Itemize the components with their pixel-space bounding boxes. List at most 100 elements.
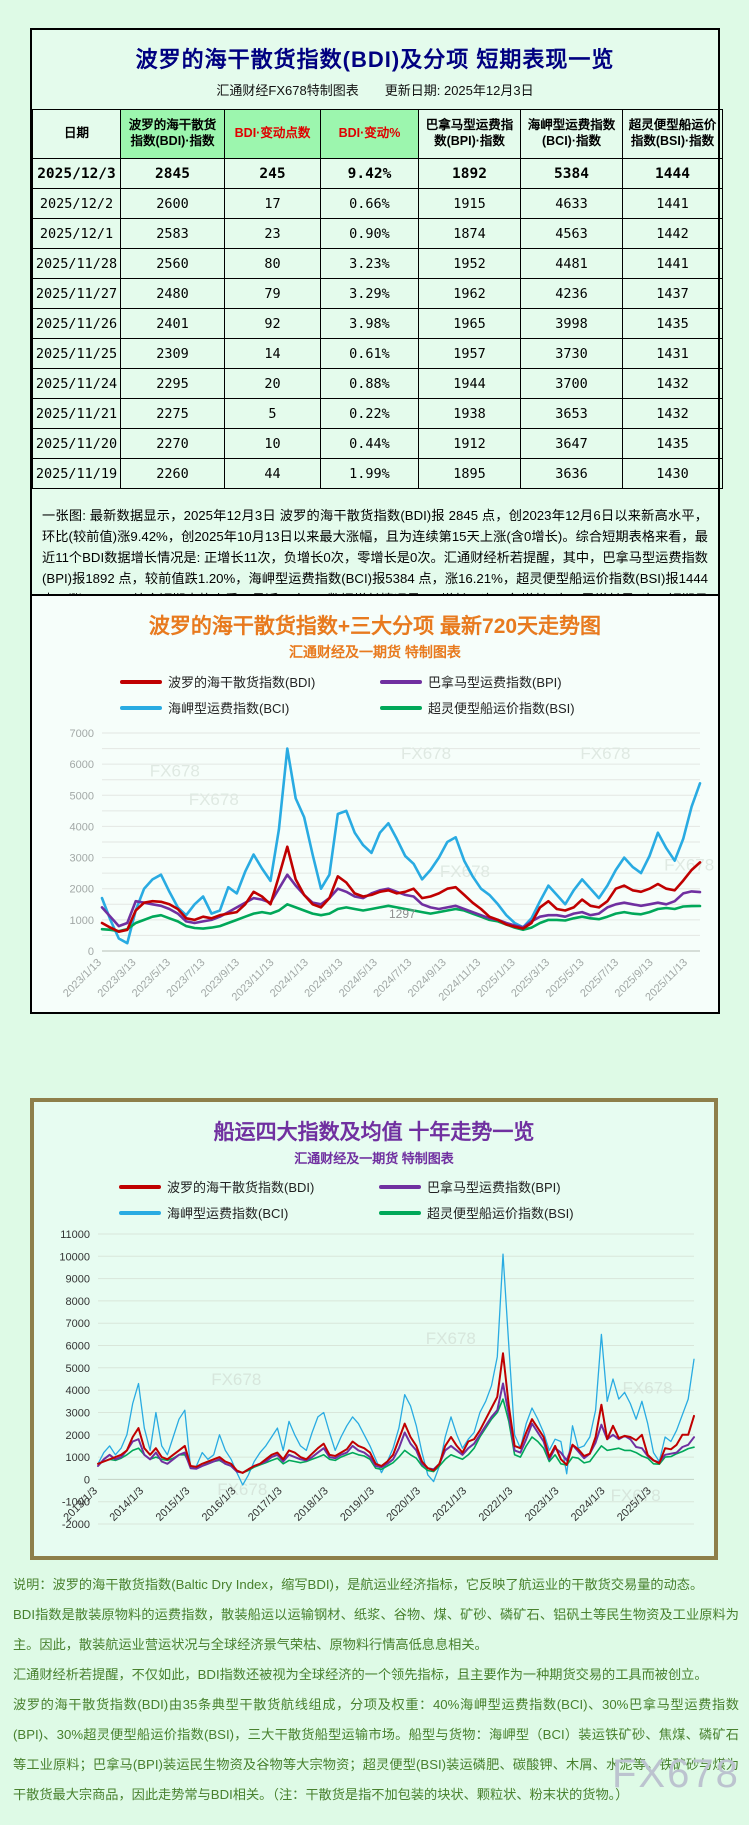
legend-line-swatch [379, 1184, 421, 1189]
legend-line-swatch [380, 705, 422, 710]
y-axis-tick-label: -1000 [62, 1497, 90, 1509]
chart-720d-subtitle: 汇通财经及一期货 特制图表 [289, 644, 461, 660]
legend-line-swatch [119, 1210, 161, 1215]
legend-label: 超灵便型船运价指数(BSI) [428, 701, 575, 716]
legend-label: 巴拿马型运费指数(BPI) [428, 675, 562, 690]
chart-watermark: FX678 [150, 762, 200, 781]
table-cell: 2600 [120, 188, 225, 219]
table-cell: 1944 [418, 368, 521, 399]
table-cell: 1957 [418, 338, 521, 369]
table-row: 2025/11/24 2295 20 0.88% 1944 3700 1432 [32, 368, 723, 399]
legend-item: 巴拿马型运费指数(BPI) [379, 1177, 629, 1196]
table-cell: 3.23% [320, 248, 419, 279]
legend-line-swatch [380, 679, 422, 684]
table-cell: 2025/12/2 [32, 188, 121, 219]
table-cell: 4481 [520, 248, 623, 279]
x-axis-tick-label: 2018/1/3 [292, 1485, 331, 1524]
table-cell: 4633 [520, 188, 623, 219]
table-cell: 1441 [622, 248, 723, 279]
bdi-description: 说明：波罗的海干散货指数(Baltic Dry Index，缩写BDI)，是航运… [13, 1570, 739, 1810]
table-cell: 14 [224, 338, 321, 369]
table-cell: 2260 [120, 458, 225, 489]
table-cell: 3730 [520, 338, 623, 369]
legend-line-swatch [119, 1184, 161, 1189]
table-cell: 1895 [418, 458, 521, 489]
table-cell: 3.98% [320, 308, 419, 339]
chart-watermark: FX678 [211, 1370, 261, 1389]
x-axis-tick-label: 2022/1/3 [477, 1485, 516, 1524]
y-axis-tick-label: 7000 [70, 728, 94, 740]
series-line [100, 845, 702, 933]
table-cell: 0.90% [320, 218, 419, 249]
table-cell: 1437 [622, 278, 723, 309]
y-axis-tick-label: -2000 [62, 1519, 90, 1531]
column-header: 波罗的海干散货指数(BDI)·指数 [120, 109, 225, 159]
legend-item: 超灵便型船运价指数(BSI) [379, 1203, 629, 1222]
table-subtitle-source: 汇通财经FX678特制图表 [216, 83, 359, 98]
table-cell: 23 [224, 218, 321, 249]
table-row: 2025/11/20 2270 10 0.44% 1912 3647 1435 [32, 428, 723, 459]
table-cell: 2025/11/21 [32, 398, 121, 429]
chart-10y-legend: 波罗的海干散货指数(BDI) 巴拿马型运费指数(BPI) 海岬型运费指数(BCI) 超… [34, 1177, 714, 1222]
column-header: 超灵便型船运价指数(BSI)·指数 [622, 109, 723, 159]
table-cell: 2845 [120, 158, 225, 189]
table-cell: 0.61% [320, 338, 419, 369]
description-paragraph: 说明：波罗的海干散货指数(Baltic Dry Index，缩写BDI)，是航运… [13, 1577, 704, 1592]
chart-watermark: FX678 [611, 1486, 661, 1505]
series-line [97, 1382, 695, 1474]
bdi-short-term-table: 日期 波罗的海干散货指数(BDI)·指数 BDI·变动点数 BDI·变动% 巴拿马型运费… [32, 109, 723, 489]
y-axis-tick-label: 6000 [66, 1341, 90, 1353]
x-axis-tick-label: 2024/1/3 [569, 1485, 608, 1524]
legend-item: 海岬型运费指数(BCI) [120, 698, 370, 717]
table-cell: 20 [224, 368, 321, 399]
column-header: 海岬型运费指数(BCI)·指数 [520, 109, 623, 159]
legend-item: 超灵便型船运价指数(BSI) [380, 698, 630, 717]
table-cell: 1430 [622, 458, 723, 489]
legend-item: 海岬型运费指数(BCI) [119, 1203, 369, 1222]
y-axis-tick-label: 4000 [66, 1385, 90, 1397]
chart-10y-subtitle: 汇通财经及一期货 特制图表 [294, 1151, 454, 1166]
table-cell: 5384 [520, 158, 623, 189]
chart-watermark: FX678 [580, 744, 630, 763]
x-axis-tick-label: 2021/1/3 [430, 1485, 469, 1524]
chart-watermark: FX678 [426, 1329, 476, 1348]
legend-label: 海岬型运费指数(BCI) [167, 1206, 289, 1221]
table-row: 2025/11/21 2275 5 0.22% 1938 3653 1432 [32, 398, 723, 429]
table-update-date: 更新日期: 2025年12月3日 [384, 83, 534, 98]
table-cell: 2025/11/26 [32, 308, 121, 339]
y-axis-tick-label: 5000 [66, 1363, 90, 1375]
table-cell: 1915 [418, 188, 521, 219]
legend-item: 波罗的海干散货指数(BDI) [120, 672, 370, 691]
table-row: 2025/11/19 2260 44 1.99% 1895 3636 1430 [32, 458, 723, 489]
chart-watermark: FX678 [401, 744, 451, 763]
legend-item: 巴拿马型运费指数(BPI) [380, 672, 630, 691]
chart-watermark: FX678 [217, 1480, 267, 1499]
trend-chart-720d: 0 1000 2000 3000 4000 5000 6000 7000 FX678 FX678 F… [61, 728, 714, 1003]
table-cell: 2275 [120, 398, 225, 429]
column-header: 日期 [32, 109, 121, 159]
chart-watermark: FX678 [189, 790, 239, 809]
chart-720d-legend: 波罗的海干散货指数(BDI) 巴拿马型运费指数(BPI) 海岬型运费指数(BCI) 超… [32, 672, 718, 717]
y-axis-tick-label: 11000 [60, 1229, 90, 1241]
x-axis-tick-label: 2014/1/3 [107, 1485, 146, 1524]
legend-label: 波罗的海干散货指数(BDI) [168, 675, 316, 690]
table-cell: 17 [224, 188, 321, 219]
x-axis-tick-label: 2019/1/3 [338, 1485, 377, 1524]
column-header: BDI·变动点数 [224, 109, 321, 159]
y-axis-tick-label: 4000 [70, 821, 94, 833]
table-row: 2025/12/3 2845 245 9.42% 1892 5384 1444 [32, 158, 723, 189]
table-cell: 79 [224, 278, 321, 309]
description-paragraph: BDI指数是散装原物料的运费指数，散装船运以运输钢材、纸浆、谷物、煤、矿砂、磷矿… [13, 1607, 739, 1652]
chart-watermark: FX678 [440, 862, 490, 881]
table-cell: 2025/11/24 [32, 368, 121, 399]
column-header: 巴拿马型运费指数(BPI)·指数 [418, 109, 521, 159]
table-cell: 1432 [622, 398, 723, 429]
chart-card-720d: 波罗的海干散货指数+三大分项 最新720天走势图 汇通财经及一期货 特制图表 波… [30, 594, 720, 1014]
table-cell: 2025/11/28 [32, 248, 121, 279]
legend-label: 巴拿马型运费指数(BPI) [427, 1180, 561, 1195]
table-cell: 2295 [120, 368, 225, 399]
table-cell: 2025/11/20 [32, 428, 121, 459]
table-cell: 10 [224, 428, 321, 459]
table-cell: 1432 [622, 368, 723, 399]
table-row: 2025/11/27 2480 79 3.29% 1962 4236 1437 [32, 278, 723, 309]
